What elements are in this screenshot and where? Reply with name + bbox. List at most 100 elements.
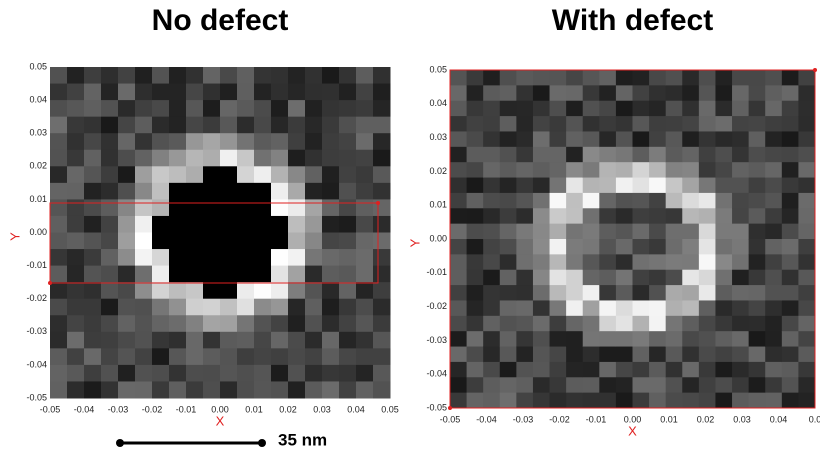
- pixel: [615, 346, 633, 363]
- pixel: [450, 146, 468, 163]
- pixel: [67, 215, 85, 233]
- pixel: [665, 254, 683, 271]
- pixel: [339, 265, 357, 283]
- pixel: [682, 377, 700, 394]
- pixel: [373, 364, 391, 382]
- pixel: [254, 298, 272, 316]
- pixel: [50, 199, 68, 217]
- pixel: [582, 146, 600, 163]
- pixel: [271, 133, 289, 151]
- pixel: [582, 346, 600, 363]
- pixel: [101, 67, 119, 85]
- pixel: [732, 146, 750, 163]
- x-tick-label: -0.05: [40, 404, 61, 414]
- pixel: [781, 346, 799, 363]
- pixel: [84, 116, 102, 134]
- pixel: [682, 177, 700, 194]
- pixel: [466, 70, 484, 86]
- pixel: [152, 298, 170, 316]
- pixel: [84, 348, 102, 366]
- pixel: [532, 269, 551, 286]
- y-tick-label: 0.04: [29, 94, 47, 104]
- pixel: [632, 377, 650, 394]
- pixel: [186, 100, 204, 118]
- pixel: [450, 346, 468, 363]
- pixel: [169, 249, 187, 267]
- pixel: [632, 239, 650, 255]
- pixel: [516, 131, 534, 148]
- pixel: [288, 83, 306, 101]
- pixel: [582, 85, 600, 102]
- pixel: [732, 116, 750, 132]
- pixel: [665, 285, 683, 301]
- selection-handle: [448, 406, 452, 410]
- pixel: [532, 315, 551, 332]
- pixel: [237, 166, 255, 184]
- pixel: [549, 85, 567, 102]
- pixel: [483, 85, 501, 102]
- pixel: [356, 67, 374, 85]
- pixel: [84, 215, 102, 233]
- pixel: [220, 166, 238, 184]
- pixel: [682, 131, 700, 148]
- pixel: [732, 177, 750, 194]
- pixel: [549, 315, 567, 332]
- pixel: [67, 381, 85, 399]
- pixel: [615, 254, 633, 271]
- pixel: [101, 315, 119, 333]
- pixel: [169, 315, 187, 333]
- pixel: [615, 100, 633, 117]
- pixel: [516, 254, 534, 271]
- pixel: [186, 83, 204, 101]
- pixel: [781, 162, 799, 179]
- pixel: [483, 162, 501, 179]
- pixel: [101, 215, 119, 233]
- pixel: [169, 116, 187, 134]
- pixel: [532, 377, 551, 394]
- pixel: [499, 361, 517, 378]
- pixel: [118, 381, 136, 399]
- pixel: [135, 149, 153, 167]
- pixel: [748, 315, 766, 332]
- x-tick-label: 0.0: [809, 414, 820, 424]
- pixel: [101, 381, 119, 399]
- x-axis-title: X: [216, 413, 225, 428]
- y-tick-label: 0.01: [29, 194, 47, 204]
- pixel: [516, 116, 534, 132]
- pixel: [450, 223, 468, 240]
- pixel: [356, 199, 374, 217]
- pixel: [549, 208, 567, 225]
- pixel: [466, 392, 484, 409]
- pixel: [466, 208, 484, 225]
- pixel: [682, 116, 700, 132]
- pixel: [101, 265, 119, 283]
- pixel: [732, 162, 750, 179]
- x-tick-label: -0.03: [513, 414, 534, 424]
- pixel: [271, 265, 289, 283]
- pixel: [682, 300, 700, 317]
- pixel: [566, 85, 584, 102]
- pixel: [118, 133, 136, 151]
- pixel: [499, 116, 517, 132]
- pixel: [50, 149, 68, 167]
- pixel: [118, 166, 136, 184]
- pixel: [254, 249, 272, 267]
- pixel: [135, 166, 153, 184]
- pixel: [516, 223, 534, 240]
- pixel: [67, 149, 85, 167]
- pixel: [203, 67, 221, 85]
- pixel: [715, 269, 733, 286]
- pixel: [599, 131, 617, 148]
- pixel: [732, 192, 750, 209]
- pixel: [50, 215, 68, 233]
- x-axis-title: X: [628, 423, 637, 438]
- pixel: [466, 331, 484, 348]
- pixel: [356, 249, 374, 267]
- pixel: [220, 100, 238, 118]
- pixel: [499, 223, 517, 240]
- pixel: [50, 67, 68, 85]
- pixel: [84, 381, 102, 399]
- pixel: [220, 265, 238, 283]
- pixel: [532, 331, 551, 348]
- pixel: [698, 315, 716, 332]
